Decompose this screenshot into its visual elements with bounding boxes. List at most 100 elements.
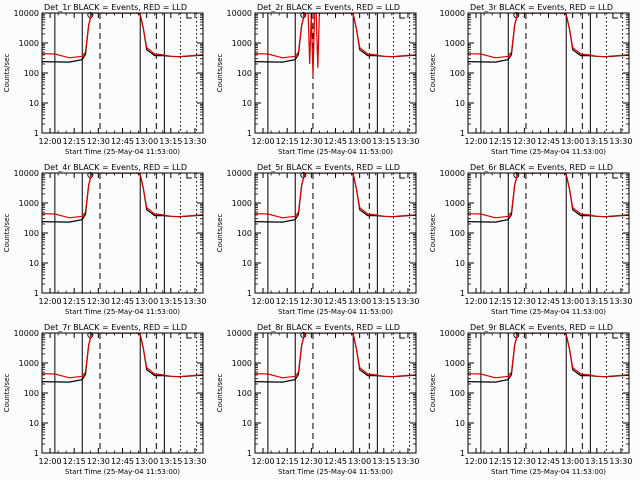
plot-frame [41,12,204,134]
y-tick-label: 10000 [14,9,39,18]
x-tick-label: 12:00 [252,137,275,146]
x-tick-label: 12:45 [324,457,347,466]
y-tick-label: 1000 [19,39,39,48]
x-tick-label: 13:00 [135,297,158,306]
y-tick-label: 100 [450,389,465,398]
x-tick-label: 12:30 [87,457,110,466]
panel-title: Det_4r BLACK = Events, RED = LLD [44,163,187,172]
y-tick-label: 10000 [14,329,39,338]
detector-panel: Det_7r BLACK = Events, RED = LLD 1 10 100 10… [3,323,206,476]
x-tick-label: 13:15 [159,457,182,466]
y-tick-label: 1 [34,449,39,458]
x-tick-label: 13:00 [561,457,584,466]
x-tick-label: 12:30 [513,137,536,146]
x-tick-label: 12:15 [489,457,512,466]
lld-series-line [468,13,629,59]
lld-series-line [42,13,203,59]
y-tick-label: 10 [242,259,252,268]
x-axis-label: Start Time (25-May-04 11:53:00) [491,308,606,316]
panel-title: Det_1r BLACK = Events, RED = LLD [44,3,187,12]
x-tick-label: 12:00 [252,297,275,306]
panel-title: Det_3r BLACK = Events, RED = LLD [470,3,613,12]
top-bracket-marker [612,333,618,339]
y-tick-label: 1 [247,129,252,138]
y-tick-label: 10 [242,99,252,108]
top-bracket-marker [186,333,192,339]
plot-frame [467,172,630,294]
y-axis-label: Counts/sec [216,374,224,413]
x-axis-label: Start Time (25-May-04 11:53:00) [278,468,393,476]
y-tick-label: 100 [450,229,465,238]
y-tick-label: 100 [237,389,252,398]
x-tick-label: 13:15 [585,137,608,146]
x-tick-label: 13:15 [159,137,182,146]
y-tick-label: 10000 [227,9,252,18]
x-tick-label: 12:00 [465,297,488,306]
x-tick-label: 12:30 [300,137,323,146]
x-tick-label: 12:15 [276,137,299,146]
y-axis-label: Counts/sec [216,214,224,253]
x-tick-label: 13:15 [585,457,608,466]
y-tick-label: 10 [29,99,39,108]
x-tick-label: 12:45 [111,137,134,146]
lld-series-line [255,13,416,76]
y-axis-label: Counts/sec [3,214,11,253]
y-tick-label: 10000 [440,169,465,178]
y-axis-label: Counts/sec [3,374,11,413]
lld-series-line [468,333,629,379]
x-tick-label: 13:15 [372,457,395,466]
x-tick-label: 12:15 [63,457,86,466]
panel-title: Det_6r BLACK = Events, RED = LLD [470,163,613,172]
events-series-line [42,13,203,63]
x-tick-label: 12:30 [513,297,536,306]
x-tick-label: 12:30 [87,137,110,146]
y-tick-label: 100 [450,69,465,78]
y-axis-label: Counts/sec [216,54,224,93]
x-tick-label: 13:30 [183,457,206,466]
x-axis-label: Start Time (25-May-04 11:53:00) [278,308,393,316]
x-tick-label: 12:15 [276,297,299,306]
events-series-line [468,13,629,63]
x-tick-label: 13:15 [372,137,395,146]
top-bracket-marker [399,13,405,19]
x-tick-label: 12:00 [39,297,62,306]
y-tick-label: 10 [455,419,465,428]
x-tick-label: 12:15 [489,137,512,146]
x-tick-label: 13:15 [585,297,608,306]
y-tick-label: 1 [34,289,39,298]
events-series-line [468,173,629,223]
y-tick-label: 1000 [445,39,465,48]
x-axis-label: Start Time (25-May-04 11:53:00) [491,468,606,476]
plot-frame [41,172,204,294]
detector-panel: Det_1r BLACK = Events, RED = LLD 1 10 100 10… [3,3,206,156]
x-tick-label: 12:45 [324,297,347,306]
events-series-line [468,333,629,383]
detector-panel: Det_8r BLACK = Events, RED = LLD 1 10 100 10… [216,323,419,476]
x-tick-label: 12:15 [489,297,512,306]
events-series-line [42,333,203,383]
y-tick-label: 10 [455,259,465,268]
y-tick-label: 1 [460,289,465,298]
y-tick-label: 100 [24,69,39,78]
x-axis-label: Start Time (25-May-04 11:53:00) [65,148,180,156]
top-bracket-marker [186,173,192,179]
top-bracket-marker [612,173,618,179]
y-tick-label: 1000 [445,359,465,368]
x-tick-label: 12:30 [300,297,323,306]
x-tick-label: 13:00 [348,297,371,306]
x-tick-label: 13:30 [183,137,206,146]
x-tick-label: 12:00 [465,457,488,466]
y-tick-label: 1 [247,289,252,298]
y-tick-label: 100 [24,229,39,238]
panel-title: Det_9r BLACK = Events, RED = LLD [470,323,613,332]
y-tick-label: 10 [29,259,39,268]
x-tick-label: 12:45 [111,297,134,306]
x-tick-label: 13:15 [372,297,395,306]
y-tick-label: 10000 [227,169,252,178]
x-tick-label: 12:30 [87,297,110,306]
detector-panel: Det_4r BLACK = Events, RED = LLD 1 10 100 10… [3,163,206,316]
y-tick-label: 10000 [440,9,465,18]
y-tick-label: 1000 [232,39,252,48]
x-tick-label: 12:30 [513,457,536,466]
